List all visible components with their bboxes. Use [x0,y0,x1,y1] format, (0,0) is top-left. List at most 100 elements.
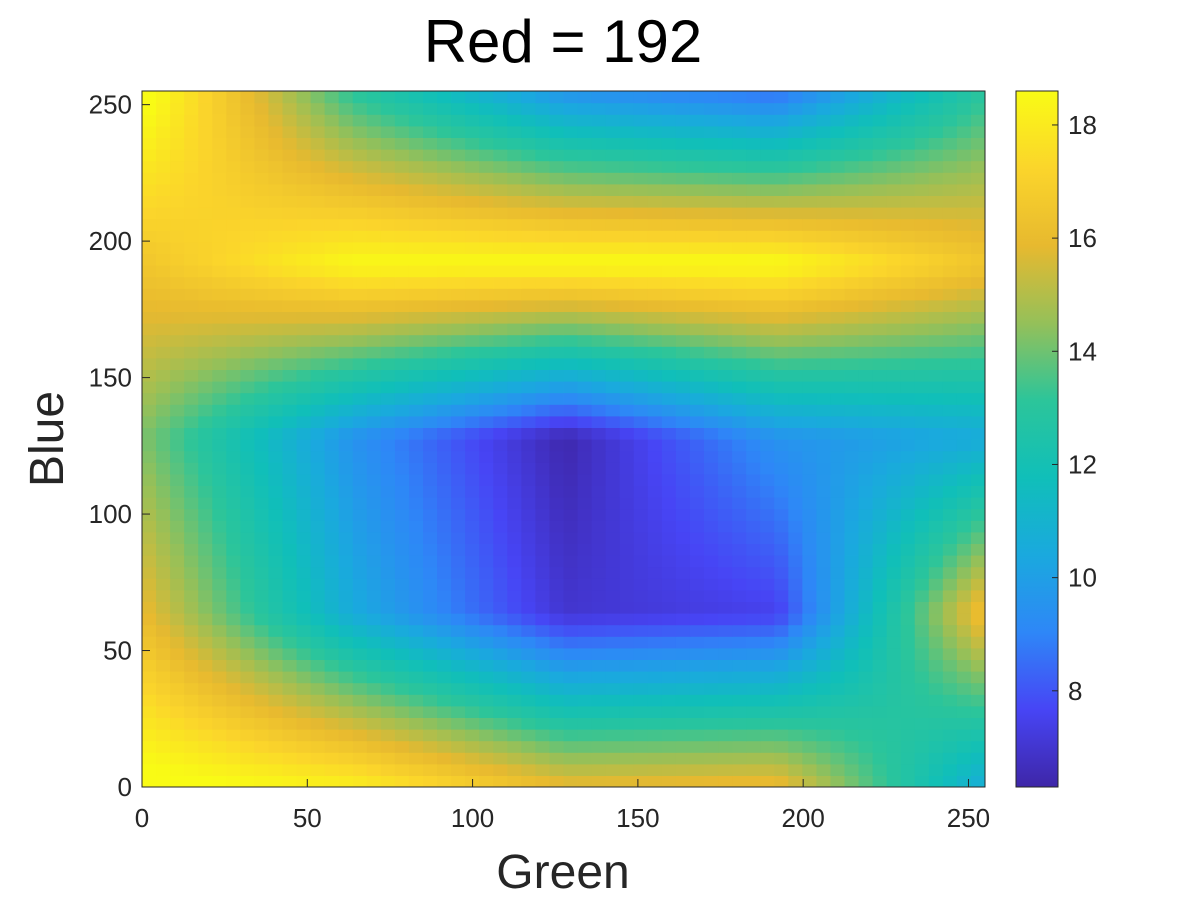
heatmap-cell [633,404,649,417]
heatmap-cell [366,346,382,359]
heatmap-cell [212,311,227,324]
heatmap-cell [521,601,536,614]
heatmap-cell [437,102,452,115]
heatmap-cell [689,102,705,115]
heatmap-cell [605,160,621,173]
heatmap-cell [352,323,368,336]
heatmap-cell [465,705,480,718]
heatmap-cell [956,311,972,324]
heatmap-cell [394,381,410,394]
heatmap-cell [437,346,452,359]
heatmap-cell [493,265,508,278]
heatmap-cell [830,694,846,707]
heatmap-cell [226,601,241,614]
heatmap-cell [591,207,607,220]
heatmap-cell [296,439,312,452]
heatmap-cell [830,543,846,556]
heatmap-cell [437,601,452,614]
heatmap-cell [718,763,733,776]
heatmap-cell [198,497,213,510]
heatmap-cell [942,705,958,718]
heatmap-cell [858,369,874,382]
heatmap-cell [142,415,157,428]
heatmap-cell [296,137,312,150]
heatmap-cell [577,114,593,127]
heatmap-cell [170,288,185,301]
heatmap-cell [760,485,775,498]
heatmap-cell [675,508,691,521]
heatmap-cell [844,218,860,231]
heatmap-cell [296,299,312,312]
heatmap-cell [577,613,593,626]
heatmap-cell [914,381,930,394]
heatmap-cell [240,427,255,440]
heatmap-cell [437,555,452,568]
heatmap-cell [900,613,916,626]
heatmap-cell [310,659,326,672]
heatmap-cell [774,299,789,312]
heatmap-cell [956,439,972,452]
heatmap-cell [577,659,593,672]
heatmap-cell [296,497,312,510]
heatmap-cell [549,485,565,498]
heatmap-cell [774,207,789,220]
heatmap-cell [886,636,902,649]
heatmap-cell [619,253,635,266]
heatmap-cell [493,613,508,626]
heatmap-cell [240,91,255,104]
heatmap-cell [858,125,874,138]
heatmap-cell [184,195,199,208]
heatmap-cell [914,763,930,776]
heatmap-cell [760,427,775,440]
heatmap-cell [170,705,185,718]
heatmap-cell [338,195,354,208]
heatmap-cell [774,404,789,417]
heatmap-cell [647,381,663,394]
heatmap-cell [338,450,354,463]
heatmap-cell [928,717,944,730]
heatmap-cell [170,195,185,208]
heatmap-cell [746,195,761,208]
heatmap-cell [577,450,593,463]
heatmap-cell [254,323,270,336]
heatmap-cell [549,705,565,718]
heatmap-cell [858,288,874,301]
heatmap-cell [170,160,185,173]
heatmap-cell [394,253,410,266]
heatmap-cell [577,473,593,486]
heatmap-cell [142,601,157,614]
heatmap-cell [970,775,985,787]
heatmap-cell [254,160,270,173]
heatmap-cell [549,508,565,521]
heatmap-cell [633,485,649,498]
heatmap-cell [591,717,607,730]
heatmap-cell [296,323,312,336]
heatmap-cell [282,299,298,312]
heatmap-cell [886,462,902,475]
heatmap-cell [352,369,368,382]
heatmap-cell [212,439,227,452]
heatmap-cell [830,671,846,684]
heatmap-cell [647,91,663,104]
heatmap-cell [675,207,691,220]
heatmap-cell [549,195,565,208]
heatmap-cell [633,694,649,707]
heatmap-cell [142,241,157,254]
heatmap-cell [380,636,396,649]
heatmap-cell [338,636,354,649]
heatmap-cell [661,172,677,185]
heatmap-cell [830,705,846,718]
heatmap-cell [479,450,494,463]
heatmap-cell [675,91,691,104]
heatmap-cell [142,369,157,382]
heatmap-cell [254,636,270,649]
heatmap-cell [675,149,691,162]
heatmap-cell [647,427,663,440]
heatmap-cell [156,230,171,243]
heatmap-cell [647,485,663,498]
heatmap-cell [956,149,972,162]
heatmap-cell [184,137,199,150]
heatmap-cell [563,334,579,347]
heatmap-cell [647,450,663,463]
heatmap-cell [619,288,635,301]
